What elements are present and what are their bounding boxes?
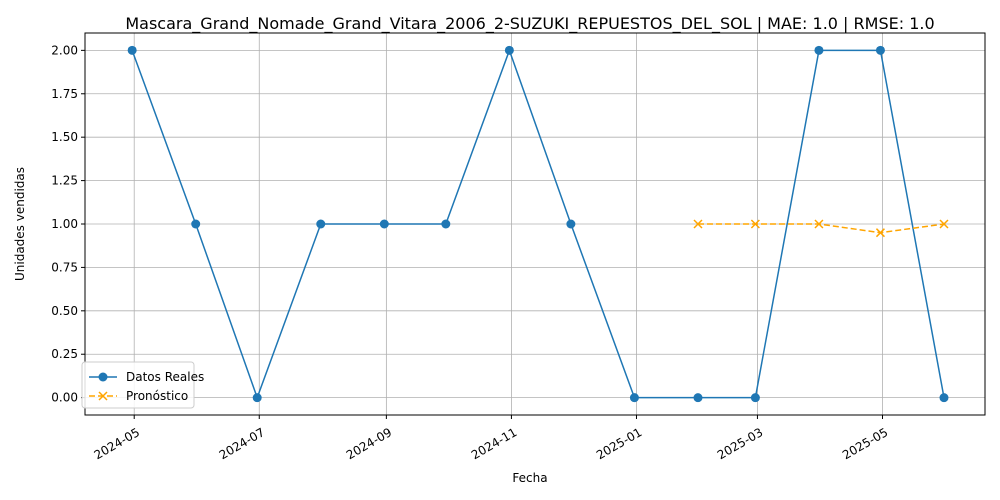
data-point [316,219,326,229]
data-point [566,219,576,229]
grid [85,33,985,415]
x-tick-label: 2025-03 [715,425,765,462]
series-actual [127,45,949,403]
y-tick-label: 1.25 [51,174,78,188]
y-tick-label: 0.25 [51,347,78,361]
series [127,45,949,403]
data-point [875,45,885,55]
legend-marker [98,391,108,401]
data-point [441,219,451,229]
y-tick-label: 0.00 [51,391,78,405]
chart-title: Mascara_Grand_Nomade_Grand_Vitara_2006_2… [125,14,934,34]
series-forecast [693,219,949,238]
legend-label: Pronóstico [126,389,188,403]
series-line [131,48,945,400]
data-point [750,219,760,229]
data-point [939,219,949,229]
data-point [875,228,885,238]
data-point [814,219,824,229]
data-point [939,393,949,403]
x-tick-label: 2024-11 [469,425,519,462]
legend: Datos Reales Pronóstico [81,361,204,409]
data-point [252,393,262,403]
y-tick-label: 1.50 [51,130,78,144]
data-point [693,219,703,229]
y-tick-label: 1.00 [51,217,78,231]
legend-item: Datos Reales [89,370,204,384]
y-tick-label: 2.00 [51,43,78,57]
x-tick-label: 2024-07 [217,425,267,462]
y-tick-label: 0.50 [51,304,78,318]
data-point [379,219,389,229]
data-point [504,45,514,55]
data-point [693,393,703,403]
x-tick-label: 2025-01 [594,425,644,462]
y-tick-label: 0.75 [51,260,78,274]
x-tick-label: 2024-05 [92,425,142,462]
legend-item: Pronóstico [89,389,188,403]
data-point [629,393,639,403]
data-point [191,219,201,229]
x-tick-label: 2024-09 [344,425,394,462]
data-point [750,393,760,403]
y-tick-label: 1.75 [51,87,78,101]
legend-label: Datos Reales [126,370,204,384]
legend-marker [98,372,108,382]
data-point [814,45,824,55]
x-tick-label: 2025-05 [840,425,890,462]
y-axis-label: Unidades vendidas [13,167,27,281]
data-point [127,45,137,55]
x-axis-label: Fecha [512,471,547,485]
